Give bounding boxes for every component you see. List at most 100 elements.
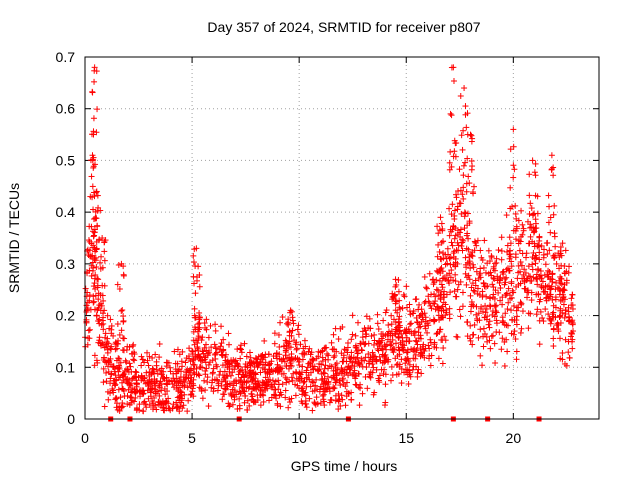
data-point [472, 238, 478, 244]
data-point [360, 391, 366, 397]
data-point [527, 211, 533, 217]
data-point [385, 322, 391, 328]
data-point [565, 349, 571, 355]
data-point [481, 343, 487, 349]
data-point [436, 355, 442, 361]
data-point [285, 405, 291, 411]
data-point [277, 403, 283, 409]
data-point [534, 281, 540, 287]
data-point [399, 380, 405, 386]
data-point [128, 394, 134, 400]
data-point [388, 378, 394, 384]
data-point [309, 408, 315, 414]
data-point [355, 320, 361, 326]
data-point [184, 408, 190, 414]
data-point [477, 326, 483, 332]
data-point [146, 362, 152, 368]
data-point [225, 330, 231, 336]
data-points [82, 64, 576, 421]
y-tick-label: 0.4 [56, 204, 76, 220]
data-point [348, 336, 354, 342]
data-point [514, 356, 520, 362]
data-point [199, 334, 205, 340]
data-point [331, 354, 337, 360]
data-point [329, 340, 335, 346]
data-point [131, 357, 137, 363]
data-point [427, 271, 433, 277]
data-point [343, 402, 349, 408]
data-point [469, 342, 475, 348]
data-point [566, 314, 572, 320]
data-point [313, 377, 319, 383]
x-tick-label: 15 [398, 430, 414, 446]
data-point [127, 360, 133, 366]
data-point [283, 380, 289, 386]
data-point [535, 267, 541, 273]
data-point [382, 381, 388, 387]
x-axis-label: GPS time / hours [291, 458, 398, 474]
y-tick-label: 0.6 [56, 101, 76, 117]
data-point [473, 312, 479, 318]
data-point [195, 321, 201, 327]
data-point [321, 392, 327, 398]
data-point [142, 401, 148, 407]
x-tick-label: 0 [81, 430, 89, 446]
data-point [537, 341, 543, 347]
data-point [477, 265, 483, 271]
data-point [499, 234, 505, 240]
data-point [410, 367, 416, 373]
data-point [475, 335, 481, 341]
data-point [302, 338, 308, 344]
data-point [396, 289, 402, 295]
data-point [206, 403, 212, 409]
data-point [102, 403, 108, 409]
data-point [372, 354, 378, 360]
data-point [212, 321, 218, 327]
data-point [336, 336, 342, 342]
data-point [208, 323, 214, 329]
data-point [202, 387, 208, 393]
data-point [508, 307, 514, 313]
data-point [226, 342, 232, 348]
data-point [402, 293, 408, 299]
data-point [423, 284, 429, 290]
data-point [504, 348, 510, 354]
data-point [461, 225, 467, 231]
data-point [122, 393, 128, 399]
data-point [293, 392, 299, 398]
data-point [375, 320, 381, 326]
data-point [460, 289, 466, 295]
data-point [210, 371, 216, 377]
data-point [143, 370, 149, 376]
data-point [287, 399, 293, 405]
data-point [407, 321, 413, 327]
y-tick-label: 0 [67, 411, 75, 427]
data-point [212, 341, 218, 347]
data-point [372, 337, 378, 343]
y-axis-label: SRMTID / TECUs [6, 183, 22, 293]
data-point [481, 237, 487, 243]
x-tick-label: 10 [291, 430, 307, 446]
y-tick-label: 0.7 [56, 49, 76, 65]
data-point [523, 255, 529, 261]
data-point [100, 379, 106, 385]
data-point [456, 166, 462, 172]
data-point [445, 246, 451, 252]
data-point [138, 354, 144, 360]
data-point [408, 320, 414, 326]
data-point [542, 306, 548, 312]
data-point [503, 275, 509, 281]
data-point [504, 212, 510, 218]
data-point [340, 358, 346, 364]
data-point [446, 206, 452, 212]
data-point [557, 335, 563, 341]
data-point [529, 297, 535, 303]
data-point [157, 341, 163, 347]
data-point [149, 355, 155, 361]
data-point [548, 321, 554, 327]
data-point [481, 283, 487, 289]
data-point [452, 288, 458, 294]
data-point [424, 330, 430, 336]
data-point [258, 402, 264, 408]
